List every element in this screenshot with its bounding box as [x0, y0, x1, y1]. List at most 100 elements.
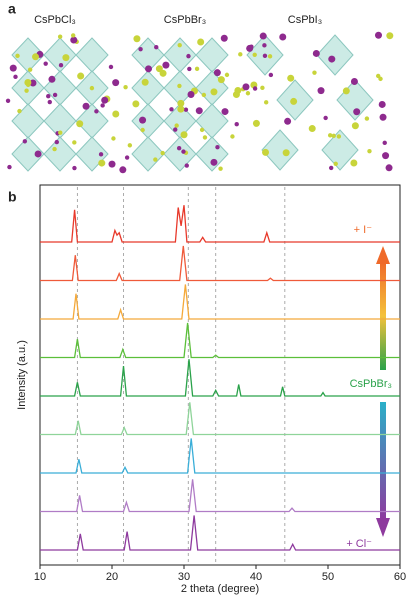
xrd-pattern [40, 402, 400, 436]
atom [201, 92, 207, 98]
atom [262, 53, 268, 59]
octahedron [316, 34, 354, 76]
atom [328, 165, 334, 171]
atom [29, 79, 37, 87]
xrd-pattern [40, 359, 400, 397]
atom [221, 108, 229, 116]
octahedron [131, 70, 165, 106]
atom [187, 66, 192, 72]
atom [202, 135, 208, 140]
x-tick-label: 20 [106, 571, 118, 583]
structure-label: CsPbCl₃ [34, 14, 76, 26]
atom [194, 66, 200, 72]
atom [312, 49, 320, 57]
atom [262, 148, 270, 156]
atom [282, 149, 290, 157]
octahedron [195, 136, 229, 172]
atom [112, 110, 120, 118]
panel-label: b [8, 189, 17, 205]
atom [331, 133, 336, 139]
atom [350, 78, 358, 86]
atom [308, 125, 316, 133]
atom [100, 103, 105, 108]
x-tick-label: 60 [394, 571, 406, 583]
atom [82, 102, 90, 110]
atom [32, 53, 40, 61]
atom [252, 52, 257, 57]
atom [260, 85, 265, 91]
atom [174, 123, 179, 128]
atom [111, 136, 116, 141]
xrd-pattern [40, 322, 400, 359]
atom [177, 105, 185, 113]
atom [262, 43, 267, 48]
atom [132, 100, 140, 108]
octahedron [131, 136, 165, 172]
atom [342, 87, 350, 95]
atom [48, 75, 56, 83]
atom [160, 150, 165, 156]
atom [46, 94, 51, 99]
atom [77, 72, 85, 80]
atom [89, 85, 95, 91]
atom [351, 122, 359, 130]
atom [47, 99, 52, 105]
panel-label: a [8, 1, 16, 17]
atom [287, 74, 295, 82]
atom [177, 42, 182, 48]
atom [58, 130, 63, 135]
xrd-pattern [40, 479, 400, 513]
atom [210, 88, 218, 96]
atom [187, 91, 195, 99]
atom [232, 91, 240, 99]
atom [9, 64, 17, 72]
atom [217, 76, 225, 84]
plot-frame [39, 184, 401, 566]
xrd-pattern [40, 438, 400, 474]
atom [119, 166, 127, 174]
atom [195, 107, 203, 115]
atom [98, 159, 106, 167]
atom [22, 139, 28, 144]
atom [317, 87, 325, 95]
atom [24, 78, 32, 86]
atom [180, 131, 188, 139]
atom [385, 164, 393, 172]
annotation: CsPbBr₃ [350, 378, 392, 390]
atom [169, 107, 174, 112]
atom [218, 166, 223, 171]
atom [72, 140, 77, 145]
atom [220, 34, 228, 42]
atom [312, 70, 317, 75]
atom [124, 155, 130, 160]
atom [328, 55, 336, 63]
atom [186, 53, 191, 59]
atom [268, 72, 274, 78]
atom [162, 61, 170, 69]
octahedron [261, 129, 299, 171]
atom [263, 100, 269, 105]
atom [245, 91, 251, 96]
atom [138, 46, 143, 52]
arrow-chloride [380, 402, 386, 520]
atom [52, 92, 58, 98]
x-tick-label: 30 [178, 571, 190, 583]
atom [376, 73, 381, 79]
atom [17, 108, 22, 114]
atom [197, 38, 205, 46]
atom [234, 122, 239, 127]
atom [374, 31, 382, 39]
octahedron [163, 136, 197, 172]
atom [382, 152, 390, 160]
atom [327, 133, 333, 138]
atom [252, 119, 260, 127]
atom [141, 78, 149, 86]
atom [76, 120, 84, 128]
atom [238, 52, 243, 57]
atom [34, 150, 42, 158]
atom [140, 127, 145, 133]
atom [230, 134, 235, 139]
arrow-head [376, 518, 390, 537]
atom [139, 116, 147, 124]
